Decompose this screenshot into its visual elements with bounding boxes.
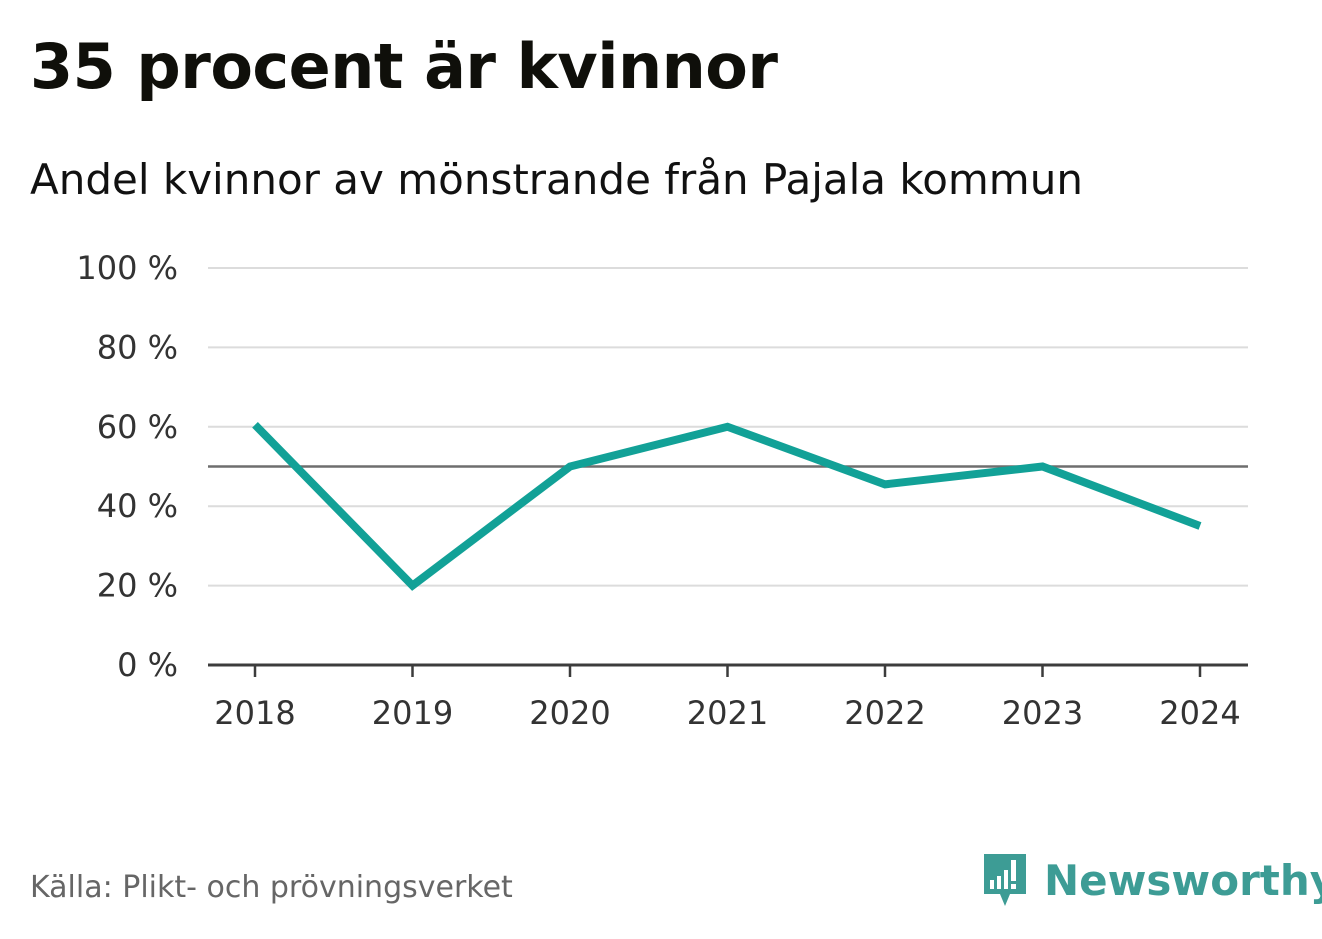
x-axis-ticks: 2018 2019 2020 2021 2022 2023 2024 [214,665,1241,732]
brand-logo: Newsworthy [980,850,1322,910]
y-tick-label: 40 % [97,487,178,525]
y-tick-label: 100 % [76,249,178,287]
y-axis-ticks: 0 % 20 % 40 % 60 % 80 % 100 % [76,249,178,684]
y-tick-label: 60 % [97,408,178,446]
line-chart: 0 % 20 % 40 % 60 % 80 % 100 % 2018 2019 2020 202… [76,249,1248,732]
x-tick-label: 2024 [1159,694,1240,732]
series-layer [252,422,1202,591]
brand-name: Newsworthy [1044,855,1322,905]
series-line [252,422,1202,591]
x-tick-label: 2021 [687,694,768,732]
y-tick-label: 80 % [97,328,178,366]
x-tick-label: 2019 [372,694,453,732]
chart-subtitle: Andel kvinnor av mönstrande från Pajala … [30,155,1083,204]
y-tick-label: 20 % [97,567,178,605]
chart-title: 35 procent är kvinnor [30,30,778,103]
source-note: Källa: Plikt- och prövningsverket [30,870,513,905]
newsworthy-logo-icon [984,854,1026,906]
x-tick-label: 2018 [214,694,295,732]
y-tick-label: 0 % [117,646,178,684]
x-tick-label: 2020 [529,694,610,732]
x-tick-label: 2022 [844,694,925,732]
x-tick-label: 2023 [1002,694,1083,732]
